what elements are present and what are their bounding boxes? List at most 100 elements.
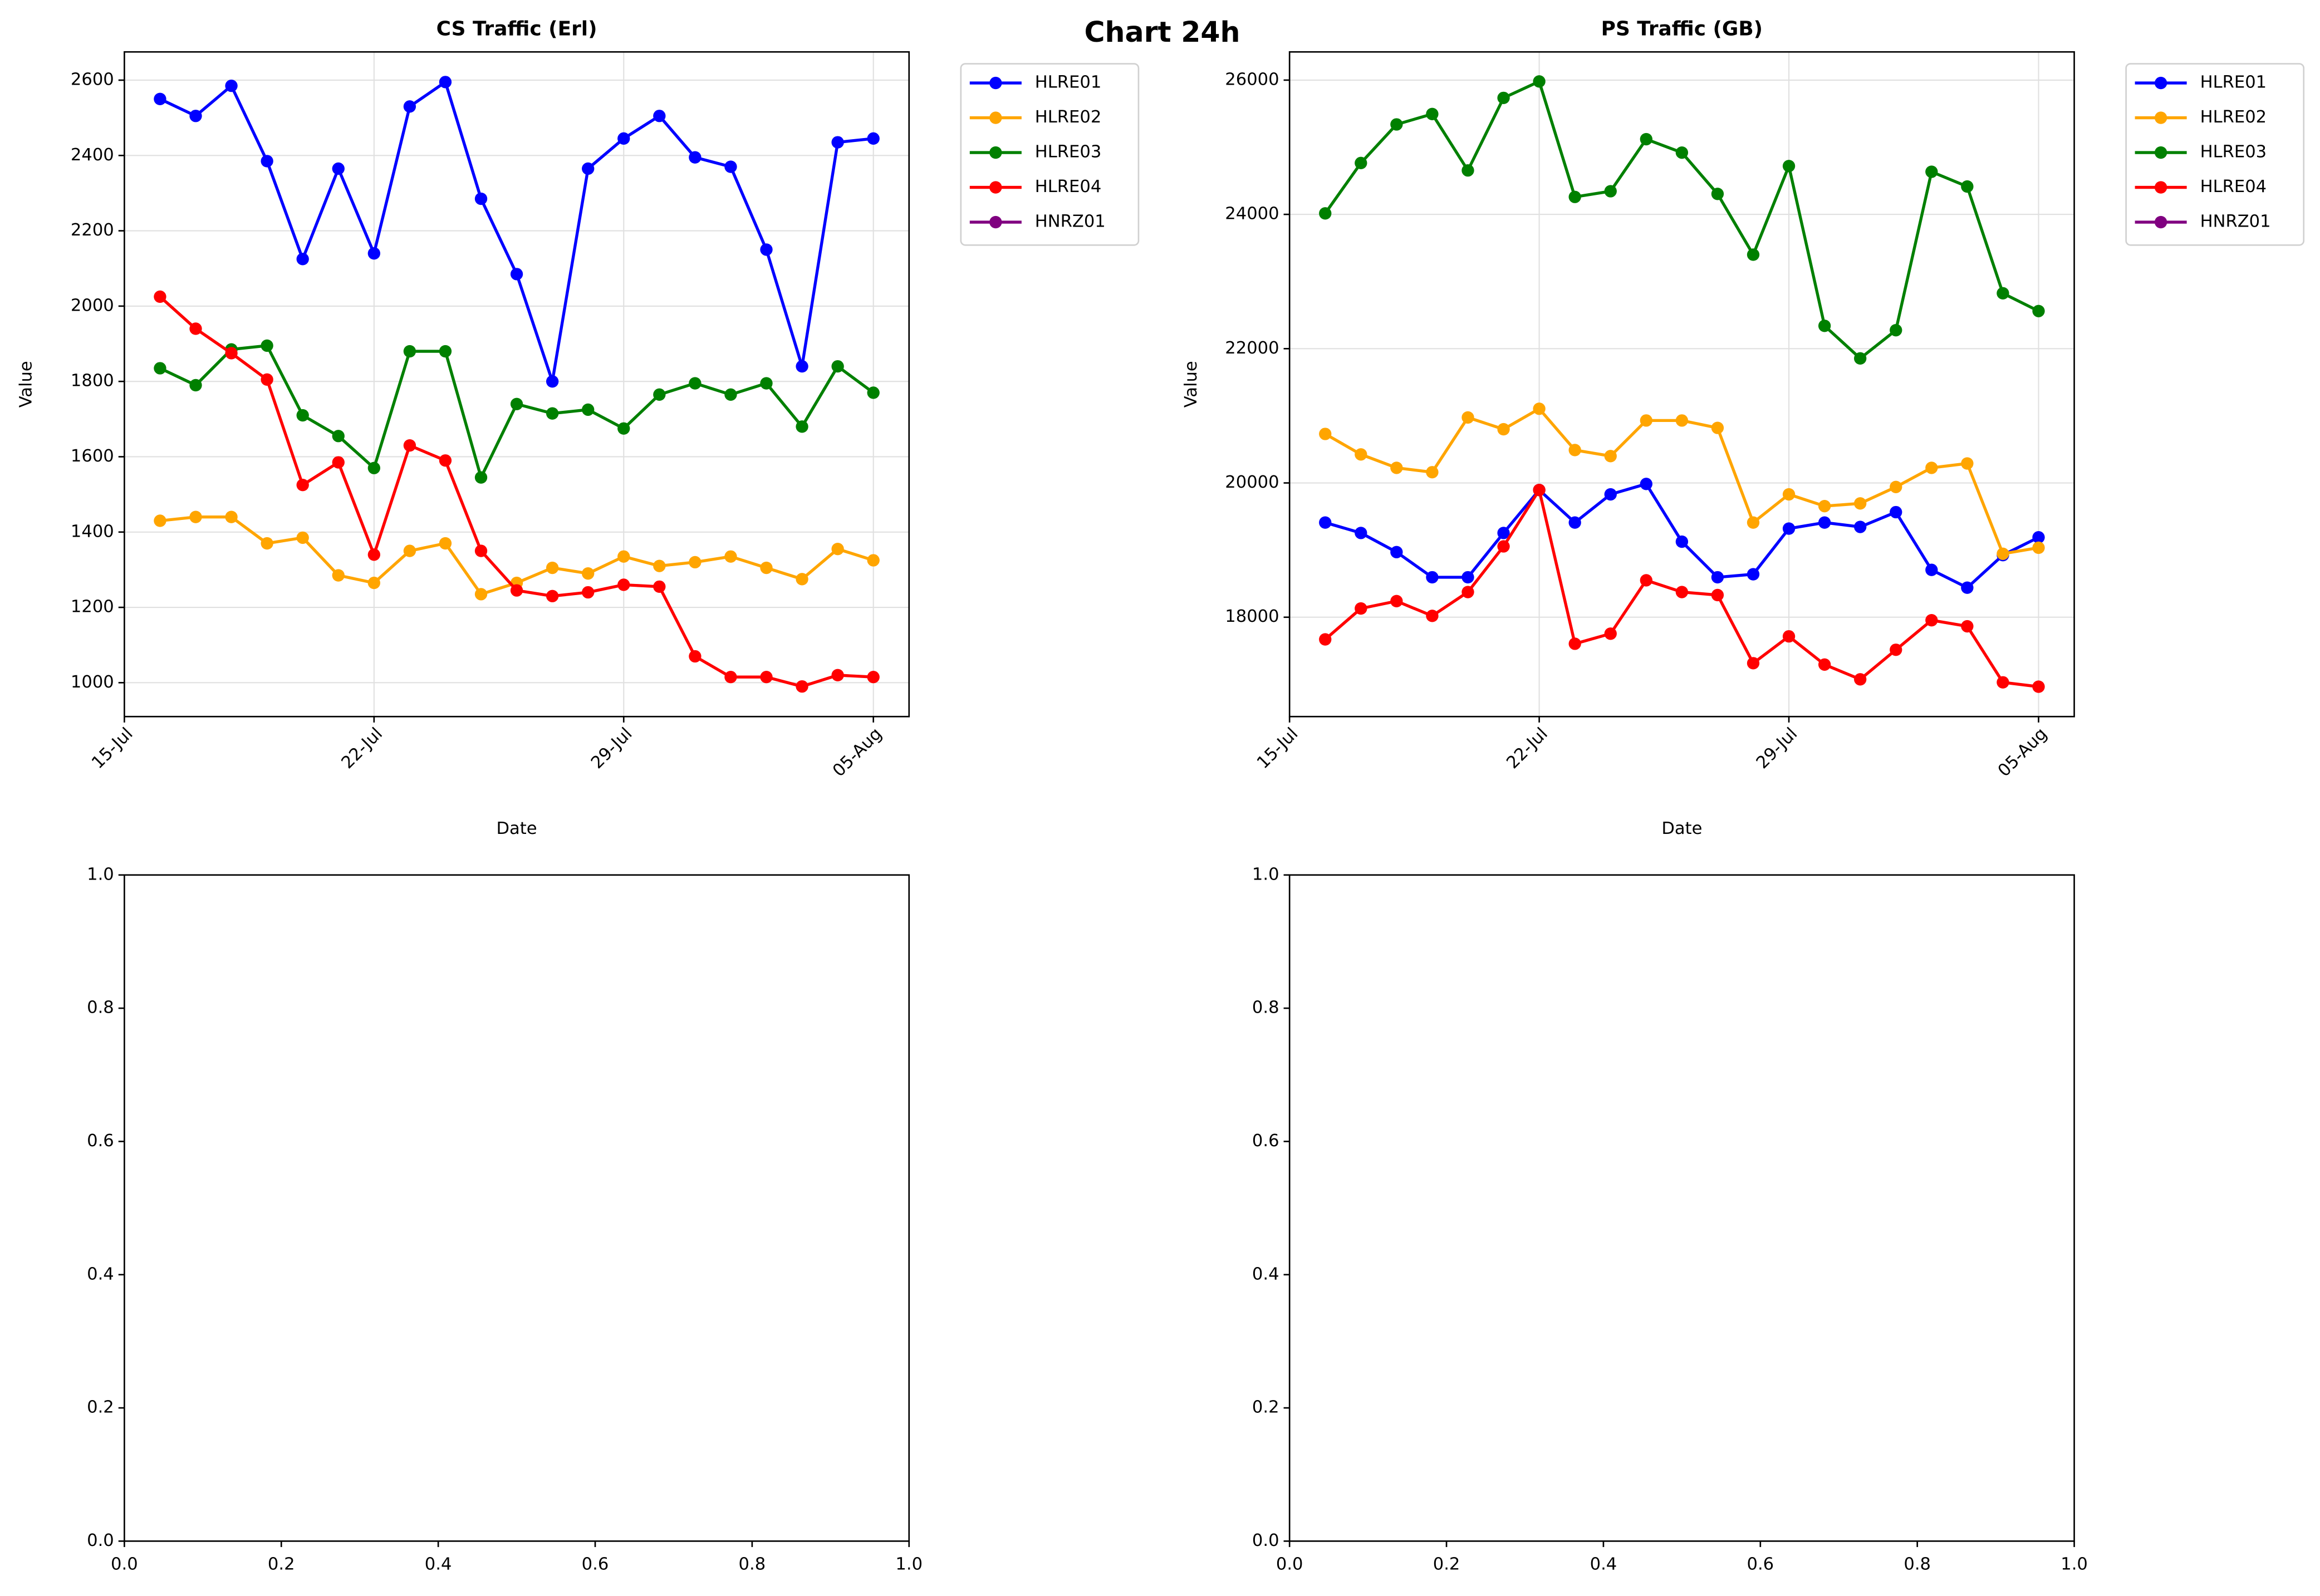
x-tick-label: 1.0 [2061, 1554, 2088, 1574]
data-point [1604, 488, 1617, 501]
data-point [1961, 457, 1974, 470]
data-point [1818, 516, 1831, 529]
data-point [546, 375, 559, 388]
data-point [867, 386, 880, 399]
data-point [1319, 428, 1332, 440]
data-point [332, 430, 345, 443]
legend-marker [2154, 111, 2167, 124]
data-point [1640, 478, 1652, 490]
data-point [474, 192, 488, 205]
data-point [582, 586, 595, 599]
data-point [296, 409, 309, 422]
data-point [510, 397, 523, 410]
data-point [617, 422, 630, 435]
chart-title: PS Traffic (GB) [1601, 17, 1763, 40]
data-point [617, 578, 630, 591]
data-point [367, 576, 380, 590]
data-point [1747, 568, 1760, 581]
x-tick-label: 0.8 [1904, 1554, 1931, 1574]
y-tick-label: 2600 [71, 70, 114, 89]
data-point [1640, 574, 1652, 587]
legend-frame [960, 63, 1140, 246]
data-point [689, 650, 702, 663]
legend-label: HLRE02 [2200, 107, 2267, 127]
y-tick-label: 0.6 [1252, 1131, 1279, 1151]
data-point [1640, 414, 1652, 427]
data-point [1497, 423, 1510, 436]
data-point [1675, 586, 1689, 598]
legend-marker [2154, 146, 2167, 159]
data-point [1782, 630, 1796, 643]
x-axis-label: Date [497, 819, 537, 838]
data-point [1533, 484, 1546, 497]
data-point [403, 345, 416, 358]
data-point [653, 580, 666, 593]
data-point [796, 360, 808, 373]
data-point [1997, 676, 2009, 689]
data-point [510, 584, 523, 597]
legend-marker [2154, 181, 2167, 194]
data-point [760, 377, 773, 390]
data-point [474, 544, 488, 557]
data-point [261, 339, 273, 352]
data-point [1319, 207, 1332, 220]
data-point [1426, 571, 1439, 584]
data-point [796, 420, 808, 433]
data-point [1355, 156, 1367, 170]
data-point [1533, 75, 1546, 88]
legend-marker [989, 76, 1002, 90]
y-tick-label: 0.0 [87, 1531, 114, 1550]
data-point [1319, 516, 1332, 529]
y-tick-label: 0.0 [1252, 1531, 1279, 1550]
y-tick-label: 22000 [1225, 338, 1279, 358]
legend-label: HLRE03 [1035, 143, 1102, 162]
data-point [1818, 658, 1831, 671]
chart-title: CS Traffic (Erl) [436, 17, 597, 40]
data-point [1747, 248, 1760, 261]
data-point [582, 403, 595, 416]
data-point [724, 388, 737, 401]
data-point [1568, 444, 1581, 456]
data-point [867, 132, 880, 145]
data-point [1426, 466, 1439, 479]
data-point [724, 550, 737, 563]
data-point [367, 247, 380, 260]
data-point [261, 537, 273, 550]
data-point [1461, 571, 1474, 584]
data-point [439, 76, 452, 89]
data-point [1854, 352, 1867, 365]
data-point [1854, 673, 1867, 686]
y-tick-label: 1.0 [1252, 865, 1279, 884]
data-point [1461, 164, 1474, 177]
data-point [1355, 448, 1367, 461]
data-point [1604, 627, 1617, 640]
data-point [261, 155, 273, 168]
data-point [1997, 547, 2009, 560]
legend-marker [989, 181, 1002, 194]
data-point [403, 544, 416, 557]
y-tick-label: 20000 [1225, 473, 1279, 492]
data-point [796, 680, 808, 693]
data-point [546, 561, 559, 574]
x-tick-label: 0.0 [111, 1554, 138, 1574]
data-point [189, 379, 202, 392]
y-axis-label: Value [1181, 361, 1201, 407]
legend-label: HNRZ01 [2200, 212, 2271, 232]
data-point [1568, 190, 1581, 203]
data-point [403, 100, 416, 113]
data-point [582, 567, 595, 580]
y-tick-label: 2400 [71, 145, 114, 165]
data-point [831, 360, 844, 373]
data-point [1675, 414, 1689, 427]
legend-label: HNRZ01 [1035, 212, 1106, 232]
data-point [1675, 146, 1689, 159]
x-tick-label: 0.2 [1433, 1554, 1460, 1574]
data-point [1497, 540, 1510, 553]
data-point [154, 290, 166, 303]
data-point [724, 671, 737, 684]
data-point [296, 479, 309, 492]
data-point [1925, 563, 1938, 576]
data-point [332, 569, 345, 582]
